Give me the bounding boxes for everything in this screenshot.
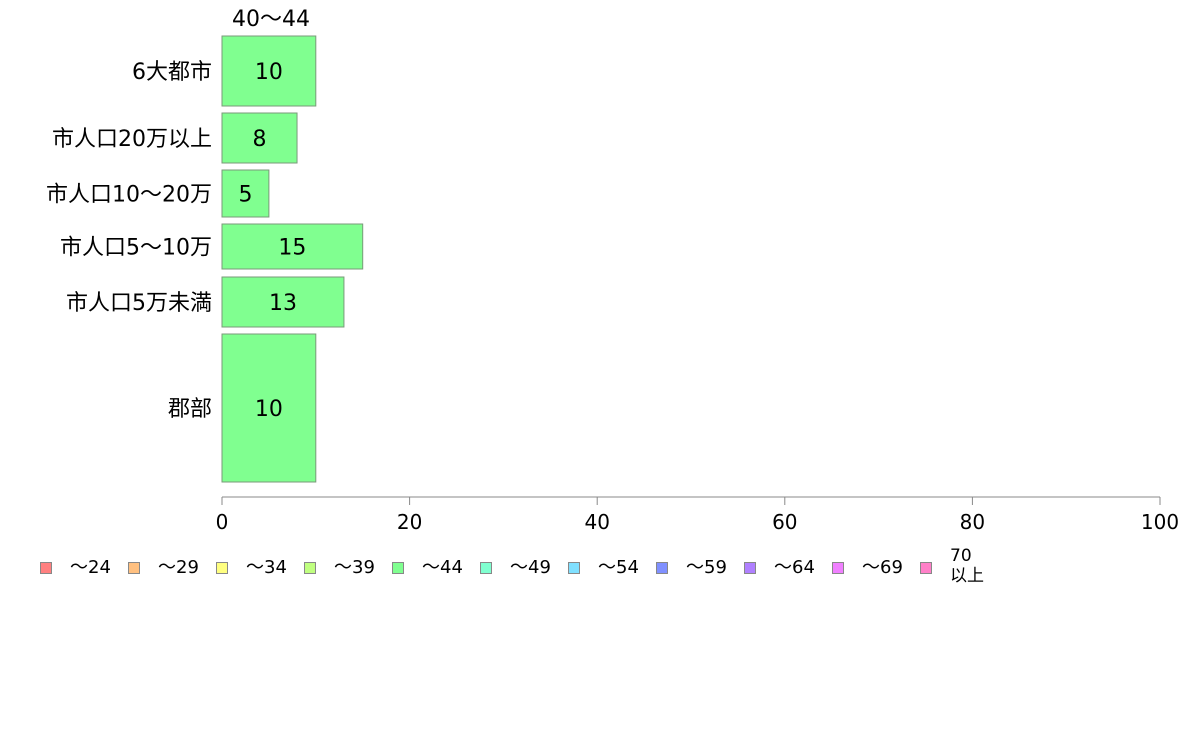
column-label: 40〜44: [232, 7, 310, 32]
legend-swatch: [920, 562, 932, 574]
bar-value-label: 15: [278, 236, 306, 261]
bar-value-label: 8: [253, 127, 267, 152]
legend-label: 〜64: [774, 557, 815, 578]
legend-swatch: [568, 562, 580, 574]
bar-value-label: 10: [255, 397, 283, 422]
bar-segment: [221, 276, 345, 328]
legend-swatch: [304, 562, 316, 574]
legend-label: 70 以上: [950, 546, 984, 586]
bar-segment: [221, 333, 317, 483]
category-label: 6大都市: [132, 60, 212, 85]
legend-swatch: [656, 562, 668, 574]
bar-value-label: 13: [269, 291, 297, 316]
bar-segment: [221, 35, 317, 107]
legend-swatch: [40, 562, 52, 574]
category-label: 市人口5〜10万: [60, 236, 212, 261]
bar-value-label: 10: [255, 60, 283, 85]
bar-segment: [221, 223, 364, 270]
x-tick-label: 80: [960, 510, 985, 534]
legend-swatch: [128, 562, 140, 574]
x-tick-label: 0: [216, 510, 229, 534]
legend-swatch: [832, 562, 844, 574]
legend-swatch: [744, 562, 756, 574]
category-label: 郡部: [168, 397, 212, 422]
bar-segment: [221, 112, 298, 164]
legend-label: 〜24: [70, 557, 111, 578]
legend-swatch: [392, 562, 404, 574]
legend-label: 〜34: [246, 557, 287, 578]
legend-label: 〜69: [862, 557, 903, 578]
x-tick-label: 20: [397, 510, 422, 534]
legend-swatch: [216, 562, 228, 574]
legend-swatch: [480, 562, 492, 574]
legend-label: 〜49: [510, 557, 551, 578]
x-tick-label: 40: [584, 510, 609, 534]
chart-legend: 〜24 〜29 〜34 〜39 〜44 〜49 〜54 〜59 〜64 〜69 70 以上: [40, 546, 1040, 592]
x-tick-label: 100: [1141, 510, 1179, 534]
bar-value-label: 5: [238, 183, 252, 208]
legend-label: 〜29: [158, 557, 199, 578]
legend-label: 〜44: [422, 557, 463, 578]
legend-label: 〜59: [686, 557, 727, 578]
category-label: 市人口10〜20万: [46, 183, 212, 208]
x-tick-label: 60: [772, 510, 797, 534]
bar-segment: [221, 169, 270, 218]
category-label: 市人口20万以上: [52, 127, 212, 152]
category-label: 市人口5万未満: [66, 291, 212, 316]
stacked-bar-chart: 40〜44 6大都市 10 市人口20万以上 8 市人口10〜20万 5 市人口5〜10万 15…: [46, 7, 1179, 534]
legend-label: 〜54: [598, 557, 639, 578]
legend-label: 〜39: [334, 557, 375, 578]
